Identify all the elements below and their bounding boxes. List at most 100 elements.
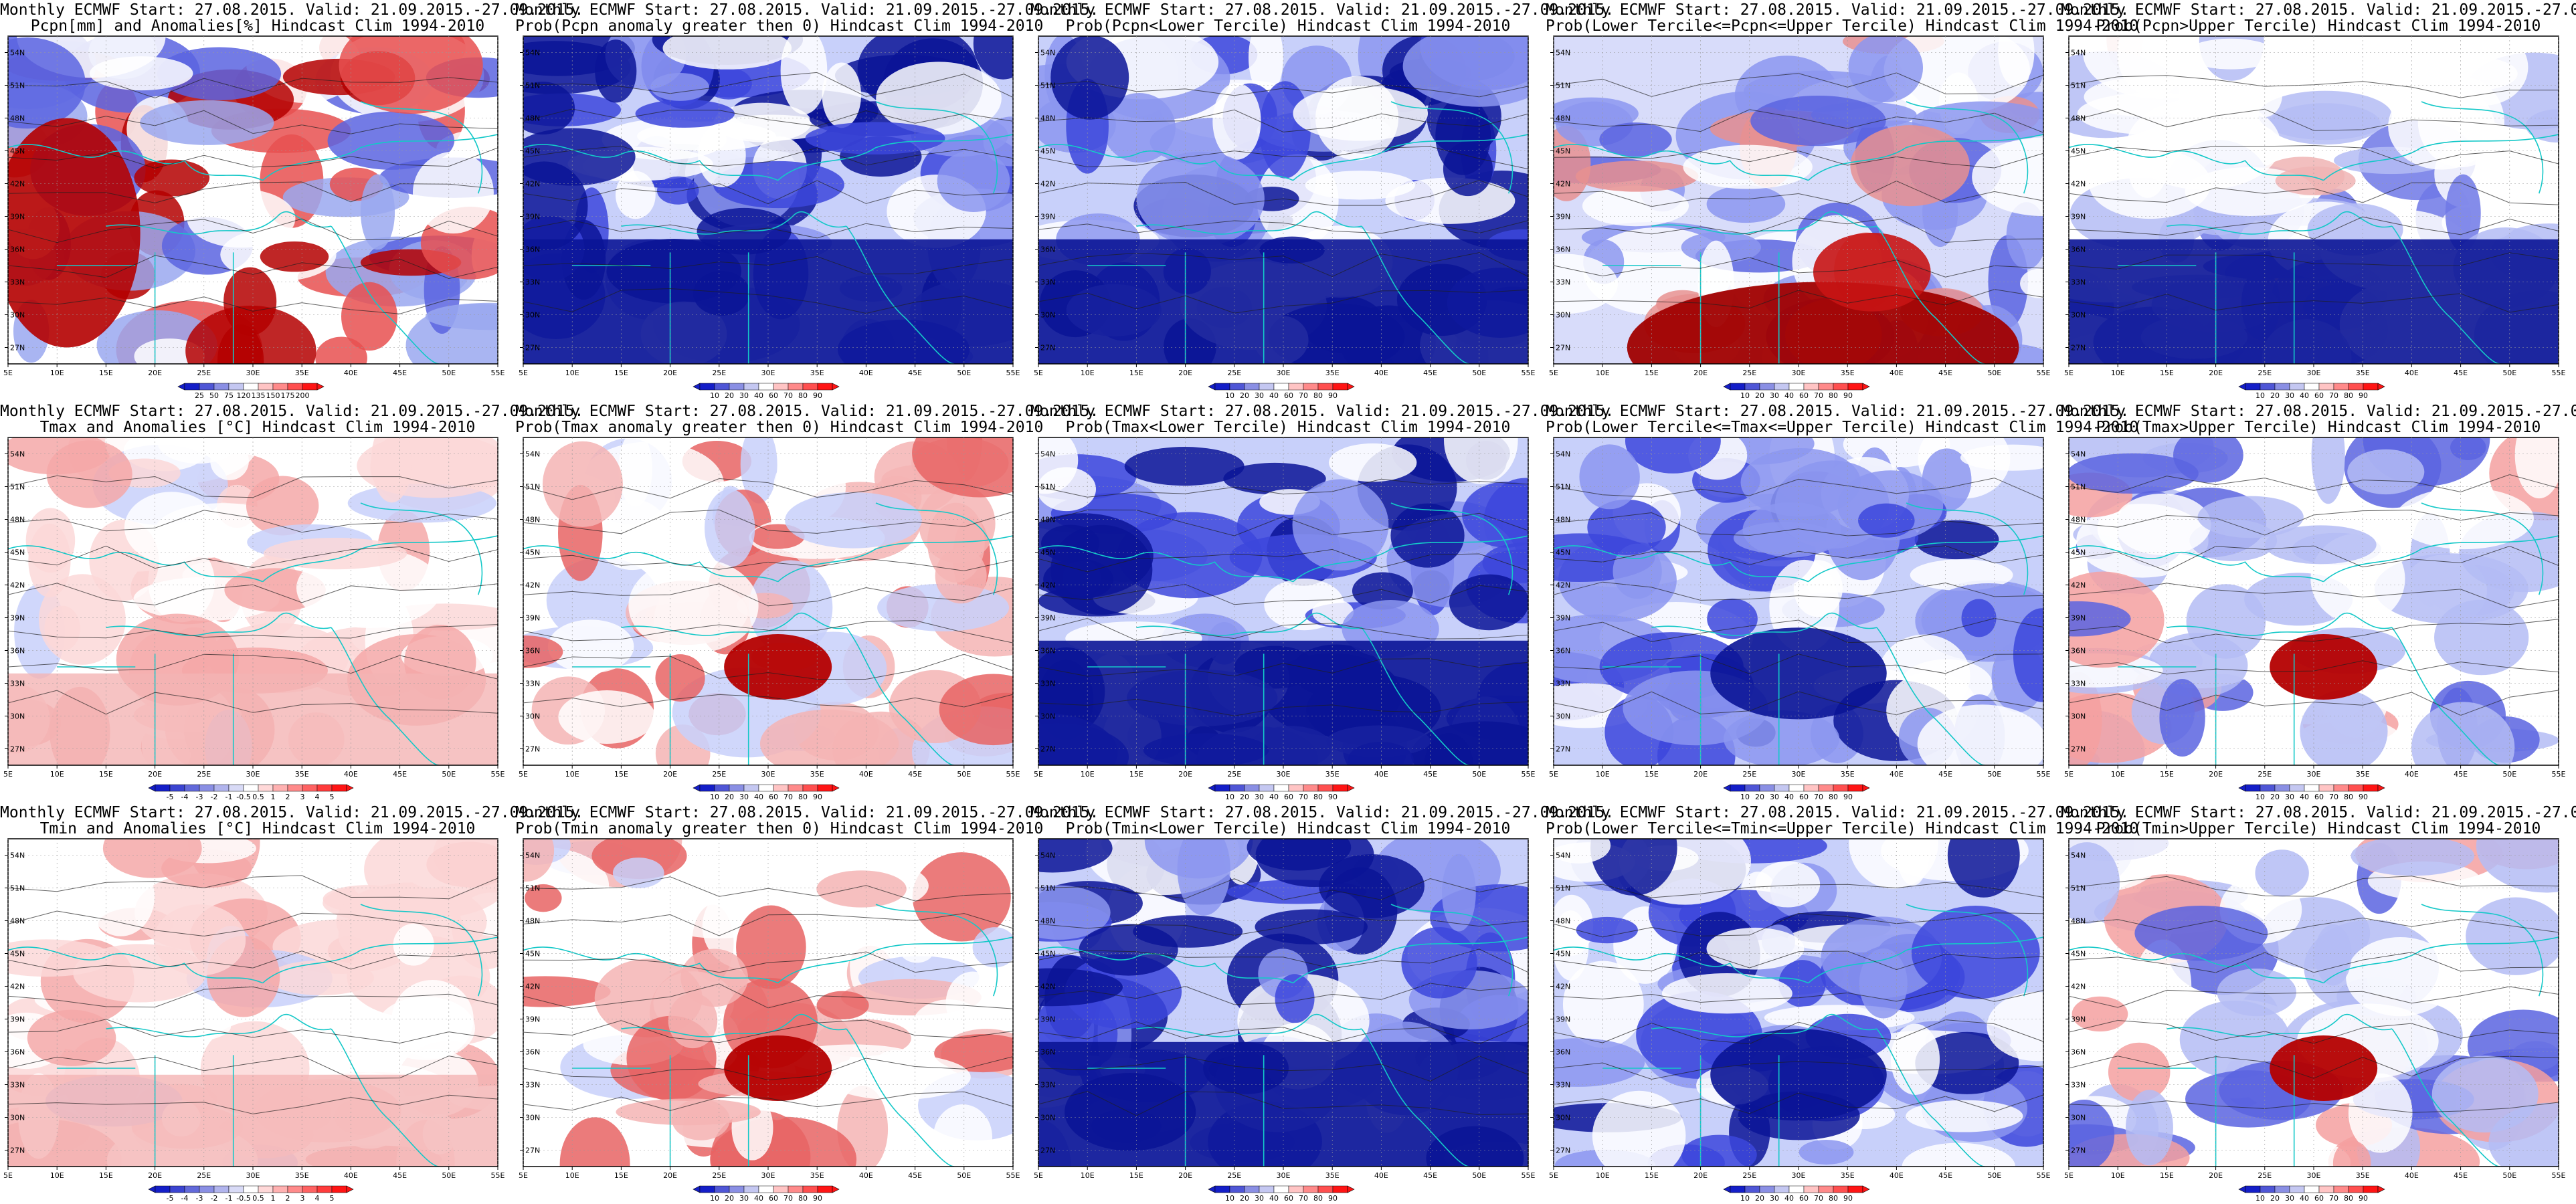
lon-tick-label: 25E — [197, 770, 211, 779]
field-patch — [1136, 151, 1265, 246]
lon-tick-label: 50E — [442, 770, 456, 779]
field-patch — [805, 122, 945, 155]
field-patch — [2466, 897, 2559, 975]
lat-tick-label: 36N — [1040, 1048, 1055, 1057]
colorbar-swatch — [184, 1185, 200, 1193]
lat-tick-label: 48N — [2071, 114, 2086, 123]
field-patch — [973, 36, 1013, 80]
lat-tick-label: 51N — [1040, 82, 1055, 90]
lat-tick-label: 54N — [1556, 49, 1570, 58]
lat-tick-label: 42N — [1040, 581, 1055, 590]
colorbar-swatch — [2260, 784, 2276, 792]
lat-tick-label: 42N — [525, 581, 540, 590]
colorbar-label: -4 — [181, 793, 189, 801]
lon-tick-label: 30E — [2307, 770, 2321, 779]
field-patch — [1750, 95, 1886, 146]
colorbar-swatch — [729, 784, 745, 792]
panel-title-line1: Monthly ECMWF Start: 27.08.2015. Valid: … — [2061, 804, 2576, 821]
map-figure: 5E 10E 15E 20E 25E 30E 35E 40E 45E 50E 55E27N30N33… — [519, 838, 1020, 1203]
contour-line — [2069, 293, 2559, 313]
colorbar-label: 70 — [784, 1194, 793, 1203]
field-patch — [1661, 973, 1792, 1014]
lat-tick-label: 27N — [10, 1146, 25, 1155]
field-patch — [816, 870, 907, 908]
field-patch — [1315, 76, 1399, 161]
lon-tick-label: 40E — [1890, 1171, 1904, 1180]
coastline — [2069, 946, 2324, 984]
lon-tick-label: 50E — [957, 1171, 971, 1180]
lon-tick-label: 15E — [614, 1171, 628, 1180]
colorbar-max-arrow — [832, 1185, 840, 1193]
colorbar-swatch — [1759, 784, 1775, 792]
colorbar-swatch — [331, 1185, 347, 1193]
field-patch — [945, 971, 1000, 1035]
lat-tick-label: 48N — [1556, 516, 1570, 524]
lon-tick-label: 45E — [908, 1171, 922, 1180]
field-patch — [558, 690, 656, 744]
colorbar-swatch — [1833, 784, 1849, 792]
map-figure: 5E 10E 15E 20E 25E 30E 35E 40E 45E 50E 55E27N30N33… — [3, 437, 505, 801]
coastline — [1906, 502, 2029, 595]
colorbar-label: 25 — [195, 391, 204, 400]
field-patch — [724, 1035, 832, 1101]
colorbar-label: 90 — [2359, 793, 2368, 801]
lon-tick-label: 5E — [2064, 770, 2074, 779]
colorbar-swatch — [2318, 383, 2334, 391]
field-patch — [2311, 437, 2345, 504]
colorbar-swatch — [199, 383, 215, 391]
colorbar-swatch — [1847, 784, 1863, 792]
lat-tick-label: 27N — [1556, 1146, 1570, 1155]
lat-tick-label: 45N — [2071, 950, 2086, 959]
lon-tick-label: 45E — [908, 770, 922, 779]
contour-line — [523, 108, 1013, 127]
contour-line — [1038, 220, 1528, 234]
colorbar-swatch — [1303, 784, 1319, 792]
field-patch — [615, 171, 656, 219]
field-patch — [393, 923, 434, 966]
field-patch — [1890, 1023, 1940, 1095]
colorbar-label: 2 — [286, 793, 290, 801]
colorbar-max-arrow — [1862, 784, 1870, 792]
lat-tick-label: 54N — [10, 49, 25, 58]
lon-tick-label: 55E — [1522, 1171, 1536, 1180]
coastline — [1876, 225, 1985, 364]
colorbar-swatch — [258, 383, 274, 391]
lat-tick-label: 36N — [2071, 647, 2086, 656]
lon-tick-label: 15E — [99, 369, 113, 377]
field-patch — [523, 976, 611, 1007]
colorbar-swatch — [1317, 383, 1333, 391]
lat-tick-label: 51N — [2071, 884, 2086, 893]
lon-tick-label: 10E — [1596, 770, 1610, 779]
colorbar-swatch — [699, 1185, 715, 1193]
contour-line — [2069, 986, 2559, 1008]
lat-tick-label: 51N — [1556, 82, 1570, 90]
coastline — [875, 101, 998, 194]
contour-line — [1038, 252, 1528, 277]
field-patch — [1910, 559, 2013, 591]
field-patch — [2069, 842, 2120, 924]
colorbar-swatch — [2289, 1185, 2305, 1193]
lat-tick-label: 33N — [1556, 278, 1570, 287]
colorbar-swatch — [1317, 784, 1333, 792]
lat-tick-label: 54N — [2071, 450, 2086, 459]
lon-tick-label: 35E — [2356, 369, 2370, 377]
contour-line — [1038, 146, 1528, 170]
contour-line — [2069, 252, 2559, 270]
lat-tick-label: 33N — [1556, 1081, 1570, 1090]
colorbar-swatch — [817, 1185, 833, 1193]
map-panel: 5E 10E 15E 20E 25E 30E 35E 40E 45E 50E 55E 27N 30N 33… — [0, 401, 583, 803]
lon-tick-label: 5E — [1034, 1171, 1043, 1180]
colorbar-label: 200 — [296, 391, 310, 400]
coastline — [846, 225, 955, 364]
field-patch — [2159, 679, 2205, 757]
colorbar-label: 10 — [2256, 391, 2265, 400]
colorbar-label: 10 — [1225, 793, 1234, 801]
contour-line — [2069, 1056, 2559, 1079]
lat-tick-label: 51N — [2071, 483, 2086, 492]
field-patch — [1402, 36, 1528, 107]
map-figure: 5E 10E 15E 20E 25E 30E 35E 40E 45E 50E 55E27N30N33… — [2064, 838, 2566, 1203]
colorbar-label: 60 — [769, 391, 778, 400]
field-patch — [1912, 101, 2043, 144]
coastline — [1651, 612, 1877, 636]
contour-line — [1554, 257, 2043, 278]
